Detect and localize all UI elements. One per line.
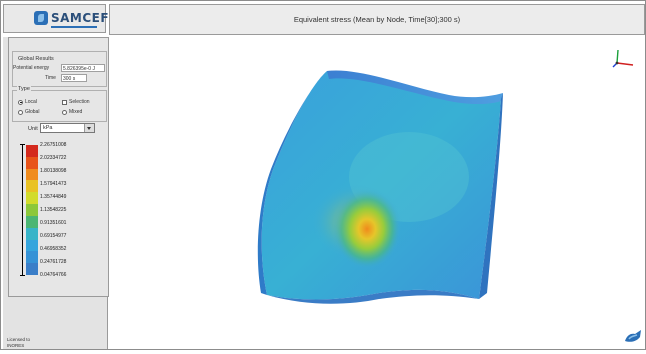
stress-hotspot [333, 189, 401, 269]
legend-color-segment [26, 168, 38, 181]
axis-triad-icon [612, 49, 634, 68]
results-panel-box: Global Results Potential energy 5.826395… [8, 37, 109, 297]
potential-energy-label: Potential energy [13, 65, 50, 71]
legend-color-segment [26, 180, 38, 193]
type-mixed-option[interactable]: Mixed [62, 109, 82, 115]
legend-color-segment [26, 145, 38, 157]
type-title: Type [17, 86, 31, 92]
legend-value-label: 0.46958352 [40, 246, 67, 252]
checkbox-icon[interactable] [62, 99, 67, 105]
potential-energy-field[interactable]: 5.826395e-0 J [61, 64, 105, 72]
unit-label: Unit [28, 126, 38, 132]
type-global-label: Global [25, 109, 40, 115]
unit-selected-value: kPa [43, 125, 53, 131]
legend-color-segment [26, 239, 38, 252]
result-title: Equivalent stress (Mean by Node, Time[30… [293, 15, 461, 24]
licensed-to-text: Licensed to [7, 337, 31, 342]
unit-select[interactable]: kPa [40, 123, 95, 133]
type-local-option[interactable]: Local [18, 99, 37, 105]
results-panel: Global Results Potential energy 5.826395… [3, 37, 109, 349]
top-bar: SAMCEF Equivalent stress (Mean by Node, … [1, 1, 645, 35]
time-label: Time [45, 75, 56, 81]
samcef-corner-icon[interactable] [623, 327, 643, 345]
legend-color-segment [26, 215, 38, 228]
license-info: Licensed to INORES [7, 337, 30, 348]
stress-legend: 2.26751008 2.02334722 1.80138098 1.57941473… [14, 139, 110, 278]
legend-value-label: 1.57941473 [40, 181, 67, 187]
legend-color-segment [26, 251, 38, 264]
legend-tick-top [20, 144, 25, 145]
legend-color-segment [26, 156, 38, 169]
logo-text: SAMCEF [51, 11, 110, 25]
radio-unchecked-icon[interactable] [18, 109, 23, 115]
3d-viewport[interactable] [109, 37, 645, 349]
legend-tick-bottom [20, 275, 25, 276]
legend-value-label: 2.02334722 [40, 155, 67, 161]
chevron-down-icon[interactable] [84, 124, 94, 132]
type-group [12, 90, 107, 122]
legend-value-label: 1.35744849 [40, 194, 67, 200]
type-selection-label: Selection [69, 99, 90, 105]
licensee-name: INORES [7, 342, 25, 348]
result-title-bar: Equivalent stress (Mean by Node, Time[30… [109, 4, 645, 35]
model-right-edge [479, 93, 503, 299]
legend-value-label: 0.24761728 [40, 259, 67, 265]
legend-value-label: 1.13548225 [40, 207, 67, 213]
samcef-logo: SAMCEF [3, 4, 110, 33]
legend-color-segment [26, 227, 38, 240]
radio-checked-icon[interactable] [18, 99, 23, 105]
type-local-label: Local [25, 99, 37, 105]
model-top-edge [327, 70, 503, 104]
legend-value-label: 2.26751008 [40, 142, 67, 148]
type-global-option[interactable]: Global [18, 109, 39, 115]
legend-color-segment [26, 263, 38, 275]
global-results-group [12, 51, 107, 87]
legend-value-label: 0.69154977 [40, 233, 67, 239]
samcef-logo-icon [34, 11, 48, 25]
stress-model-render[interactable] [109, 37, 645, 349]
legend-axis-line [22, 144, 23, 276]
legend-value-label: 0.91351601 [40, 220, 67, 226]
type-selection-option[interactable]: Selection [62, 99, 90, 105]
type-mixed-label: Mixed [69, 109, 83, 115]
logo-underline [51, 26, 97, 28]
legend-value-label: 0.04764766 [40, 272, 67, 278]
time-field[interactable]: 300 s [61, 74, 87, 82]
legend-colorbar [26, 145, 38, 275]
legend-color-segment [26, 204, 38, 216]
radio-unchecked-icon[interactable] [62, 109, 67, 115]
model-bottom-shade [267, 289, 479, 304]
global-results-title: Global Results [18, 56, 54, 62]
legend-value-label: 1.80138098 [40, 168, 67, 174]
legend-color-segment [26, 192, 38, 205]
